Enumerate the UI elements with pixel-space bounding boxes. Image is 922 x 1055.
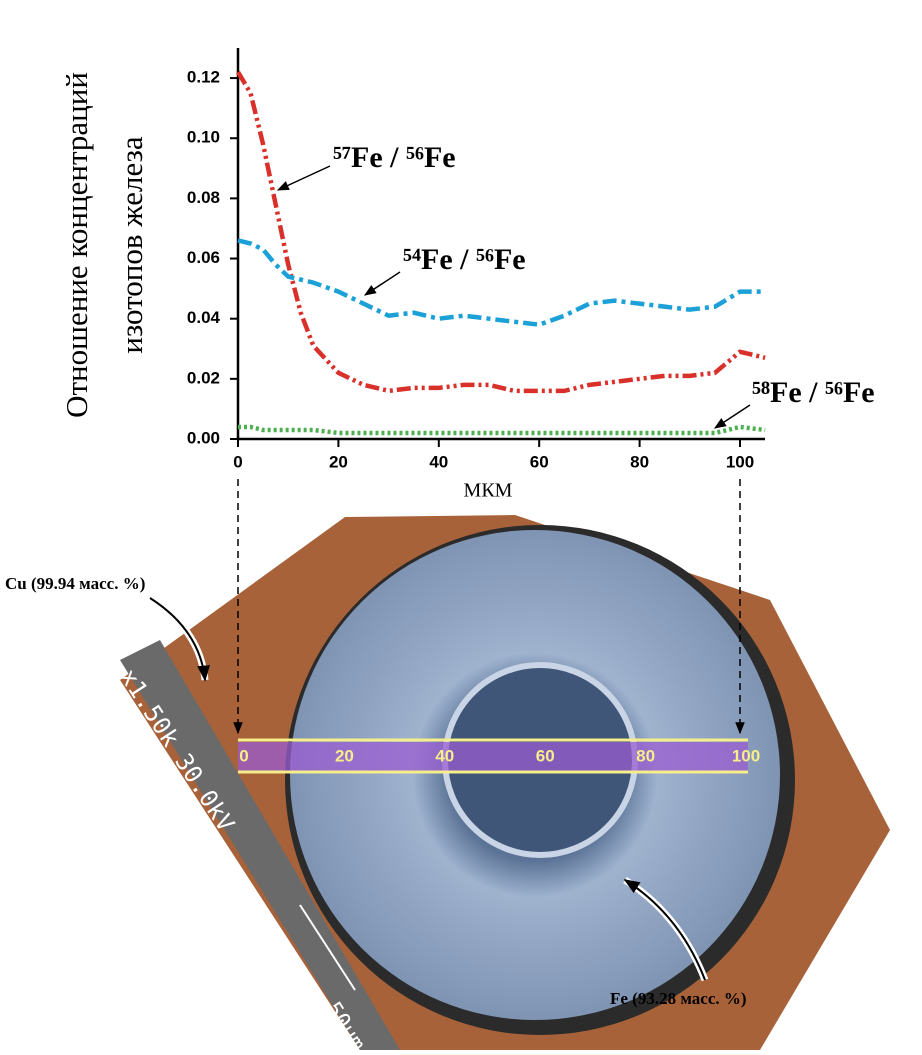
x-axis-label: МКМ [464,480,513,502]
y-axis-label: Отношение концентраций изотопов железа [59,72,149,418]
y-tick-label: 0.08 [187,188,220,207]
page: x1.50k 30.0kV 50µm Cu (99.94 масс. %) Fe… [0,0,922,1055]
x-tick-label: 80 [630,452,649,471]
y-tick-label: 0.10 [187,128,220,147]
series-line [238,72,765,391]
series-label: ⁵⁴Fe / ⁵⁶Fe [403,243,526,276]
scan-scale-label: 40 [435,746,454,765]
figure: x1.50k 30.0kV 50µm Cu (99.94 масс. %) Fe… [0,0,922,1050]
y-tick-label: 0.02 [187,368,220,387]
x-tick-label: 100 [726,452,754,471]
cu-label: Cu (99.94 масс. %) [5,574,145,593]
y-tick-label: 0.06 [187,248,220,267]
fe-label: Fe (93.28 масс. %) [610,989,747,1008]
y-axis-label-line: изотопов железа [114,136,149,353]
micrograph: x1.50k 30.0kV 50µm Cu (99.94 масс. %) Fe… [5,515,890,1050]
scan-band [238,742,748,772]
series-line [238,427,765,433]
series-label: ⁵⁷Fe / ⁵⁶Fe [333,141,456,174]
scan-scale-label: 100 [732,746,760,765]
x-tick-label: 20 [329,452,348,471]
y-tick-label: 0.12 [187,68,220,87]
scan-scale-label: 60 [536,746,555,765]
scan-scale-label: 0 [239,746,248,765]
y-tick-label: 0.00 [187,428,220,447]
scan-scale-label: 20 [335,746,354,765]
y-tick-label: 0.04 [187,308,221,327]
x-tick-label: 60 [530,452,549,471]
scan-scale-label: 80 [636,746,655,765]
x-tick-label: 0 [233,452,242,471]
x-tick-label: 40 [429,452,448,471]
series-label: ⁵⁸Fe / ⁵⁶Fe [752,376,875,409]
y-axis-label-line: Отношение концентраций [59,72,94,418]
